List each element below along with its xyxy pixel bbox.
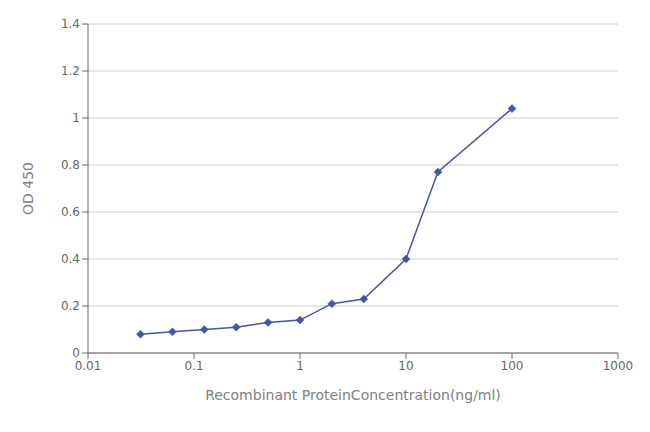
svg-text:0.4: 0.4 bbox=[61, 252, 80, 266]
svg-text:1000: 1000 bbox=[603, 359, 634, 373]
svg-text:1: 1 bbox=[296, 359, 304, 373]
svg-text:10: 10 bbox=[398, 359, 413, 373]
svg-text:0.2: 0.2 bbox=[61, 299, 80, 313]
svg-text:Recombinant ProteinConcentrati: Recombinant ProteinConcentration(ng/ml) bbox=[205, 387, 501, 403]
svg-text:0.01: 0.01 bbox=[75, 359, 102, 373]
svg-text:0.8: 0.8 bbox=[61, 158, 80, 172]
svg-text:1.4: 1.4 bbox=[61, 17, 80, 31]
svg-text:1: 1 bbox=[72, 111, 80, 125]
svg-text:100: 100 bbox=[501, 359, 524, 373]
svg-text:1.2: 1.2 bbox=[61, 64, 80, 78]
svg-text:0.6: 0.6 bbox=[61, 205, 80, 219]
svg-text:0: 0 bbox=[72, 346, 80, 360]
svg-text:OD 450: OD 450 bbox=[20, 162, 36, 215]
svg-text:0.1: 0.1 bbox=[184, 359, 203, 373]
